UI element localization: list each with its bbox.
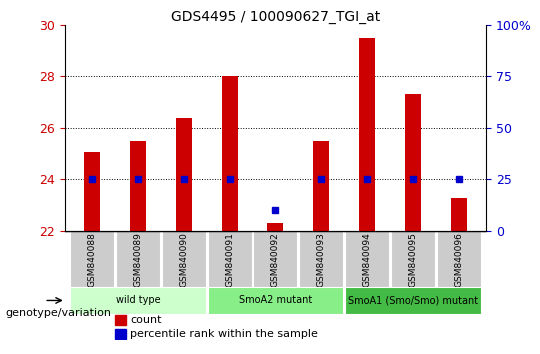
Text: SmoA2 mutant: SmoA2 mutant bbox=[239, 296, 312, 306]
Bar bbox=[208, 231, 252, 287]
Bar bbox=[130, 141, 146, 231]
Bar bbox=[162, 231, 206, 287]
Bar bbox=[359, 38, 375, 231]
Bar bbox=[391, 231, 435, 287]
Bar bbox=[84, 153, 100, 231]
Bar bbox=[176, 118, 192, 231]
Bar bbox=[313, 141, 329, 231]
Text: GSM840093: GSM840093 bbox=[316, 232, 326, 287]
Bar bbox=[267, 223, 284, 231]
Bar bbox=[116, 315, 126, 325]
Bar bbox=[405, 95, 421, 231]
Text: GSM840094: GSM840094 bbox=[362, 232, 372, 287]
Text: GSM840090: GSM840090 bbox=[179, 232, 188, 287]
Text: GSM840089: GSM840089 bbox=[133, 232, 143, 287]
Bar bbox=[221, 76, 238, 231]
Text: percentile rank within the sample: percentile rank within the sample bbox=[130, 329, 318, 338]
Bar bbox=[299, 231, 343, 287]
Text: wild type: wild type bbox=[116, 296, 160, 306]
Text: GSM840095: GSM840095 bbox=[408, 232, 417, 287]
Bar bbox=[436, 231, 481, 287]
Text: GSM840096: GSM840096 bbox=[454, 232, 463, 287]
Text: SmoA1 (Smo/Smo) mutant: SmoA1 (Smo/Smo) mutant bbox=[348, 296, 478, 306]
Text: GSM840092: GSM840092 bbox=[271, 232, 280, 287]
Bar bbox=[450, 198, 467, 231]
Text: count: count bbox=[130, 315, 161, 325]
Bar bbox=[116, 329, 126, 338]
Bar bbox=[116, 231, 160, 287]
Title: GDS4495 / 100090627_TGI_at: GDS4495 / 100090627_TGI_at bbox=[171, 10, 380, 24]
Bar bbox=[345, 231, 389, 287]
Bar bbox=[70, 287, 206, 314]
Bar bbox=[208, 287, 343, 314]
Text: GSM840088: GSM840088 bbox=[88, 232, 97, 287]
Bar bbox=[70, 231, 114, 287]
Text: GSM840091: GSM840091 bbox=[225, 232, 234, 287]
Text: genotype/variation: genotype/variation bbox=[5, 308, 111, 318]
Bar bbox=[253, 231, 298, 287]
Bar bbox=[345, 287, 481, 314]
